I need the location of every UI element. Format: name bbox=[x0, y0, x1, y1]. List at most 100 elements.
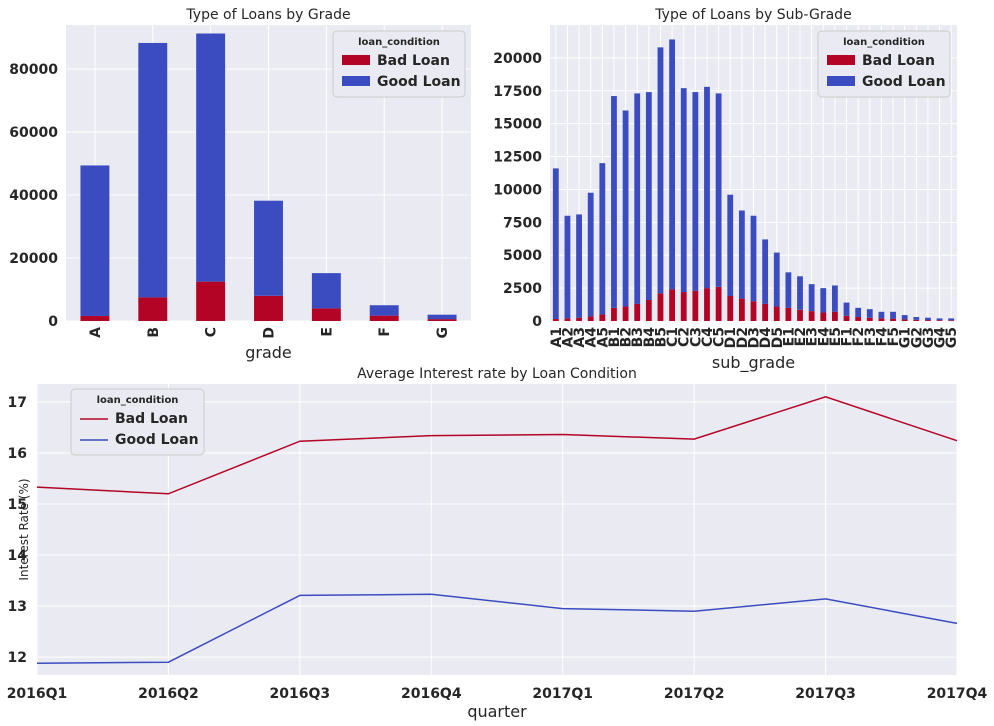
good-loan-bar-E2 bbox=[797, 276, 803, 310]
good-loan-bar-F bbox=[369, 305, 399, 316]
x-tick-label: E2 bbox=[793, 327, 809, 346]
legend-label-bad: Bad Loan bbox=[862, 53, 935, 69]
good-loan-bar-B4 bbox=[645, 92, 652, 300]
legend-title: loan_condition bbox=[97, 395, 179, 406]
bad-loan-bar-D4 bbox=[762, 303, 769, 321]
x-tick-label: 2017Q3 bbox=[795, 686, 856, 702]
x-tick-label: G1 bbox=[898, 327, 914, 348]
bad-loan-bar-B3 bbox=[634, 303, 641, 321]
good-loan-bar-E1 bbox=[785, 272, 792, 308]
x-tick-label: G3 bbox=[921, 327, 937, 348]
good-loan-bar-C5 bbox=[715, 93, 722, 287]
x-tick-label: B4 bbox=[642, 327, 658, 348]
x-axis-label: grade bbox=[245, 343, 292, 362]
x-tick-label: F2 bbox=[851, 327, 867, 346]
legend-swatch-good bbox=[342, 76, 370, 86]
good-loan-line bbox=[36, 593, 958, 665]
good-loan-bar-A2 bbox=[564, 215, 571, 319]
x-tick-label: D5 bbox=[770, 327, 786, 348]
x-tick-label: D1 bbox=[723, 327, 739, 348]
good-loan-bar-G1 bbox=[901, 315, 908, 320]
x-tick-label: C1 bbox=[665, 327, 681, 347]
good-loan-bar-E3 bbox=[808, 284, 815, 312]
bad-loan-bar-E3 bbox=[808, 311, 815, 321]
legend: loan_condition Bad Loan Good Loan bbox=[70, 388, 205, 456]
good-loan-bar-B1 bbox=[611, 96, 617, 308]
bad-loan-bar-C1 bbox=[669, 289, 676, 321]
legend-frame bbox=[70, 388, 205, 456]
bad-loan-bar-B bbox=[138, 297, 168, 321]
good-loan-bar-D3 bbox=[750, 215, 757, 302]
x-tick-label: B3 bbox=[630, 327, 646, 347]
bad-loan-bar-D3 bbox=[750, 301, 757, 321]
legend: loan_condition Bad Loan Good Loan bbox=[817, 30, 951, 98]
legend-swatch-bad bbox=[342, 55, 370, 65]
bad-loan-bar-G4 bbox=[936, 320, 943, 321]
bad-loan-bar-E2 bbox=[797, 309, 803, 321]
good-loan-bar-C3 bbox=[692, 92, 699, 291]
good-loan-bar-G4 bbox=[936, 318, 943, 321]
chart-interest-rate: 12 13 14 15 16 17 2016Q1 2016Q2 2016Q3 2016Q4 2017… bbox=[7, 366, 988, 721]
x-tick-label: C5 bbox=[712, 327, 728, 347]
good-loan-bar-A4 bbox=[587, 192, 594, 317]
bad-loan-bar-F2 bbox=[855, 317, 862, 321]
x-tick-label: A bbox=[88, 327, 104, 338]
good-loan-bar-G bbox=[427, 314, 457, 320]
bad-loan-bar-G1 bbox=[901, 319, 908, 321]
x-tick-label: D2 bbox=[735, 327, 751, 348]
x-tick-label: A2 bbox=[560, 327, 576, 348]
bad-loan-bar-G5 bbox=[948, 320, 955, 321]
bad-loan-bar-C2 bbox=[680, 292, 687, 321]
chart-sub-grade: 0 2500 5000 7500 10000 12500 15000 17500 20000 A1… bbox=[493, 7, 960, 373]
x-tick-label: 2017Q2 bbox=[664, 686, 725, 702]
y-tick-label: 12500 bbox=[493, 150, 542, 166]
bad-loan-bar-A bbox=[80, 315, 110, 321]
legend-swatch-bad bbox=[827, 55, 855, 65]
x-tick-label: F3 bbox=[863, 327, 879, 346]
good-loan-bar-D bbox=[254, 200, 283, 296]
x-tick-label: D4 bbox=[758, 327, 774, 349]
x-tick-label: 2016Q3 bbox=[270, 686, 331, 702]
y-tick-label: 20000 bbox=[493, 51, 542, 67]
good-loan-bar-B bbox=[138, 42, 168, 298]
good-loan-bar-G5 bbox=[948, 318, 955, 321]
good-loan-bar-E4 bbox=[820, 288, 827, 313]
x-tick-label: 2016Q1 bbox=[7, 686, 68, 702]
chart-title: Type of Loans by Sub-Grade bbox=[654, 7, 851, 23]
good-loan-bar-B2 bbox=[622, 110, 629, 307]
bad-loan-bar-A4 bbox=[587, 316, 594, 321]
bad-loan-bar-C5 bbox=[715, 286, 722, 321]
x-tick-label: F4 bbox=[874, 327, 890, 347]
bad-loan-bar-B4 bbox=[645, 299, 652, 321]
x-tick-label: D bbox=[262, 327, 278, 339]
x-tick-label: E3 bbox=[805, 327, 821, 346]
bad-loan-bar-F5 bbox=[890, 318, 896, 321]
good-loan-bar-B5 bbox=[657, 47, 664, 294]
x-tick-label: C bbox=[204, 327, 220, 337]
legend-title: loan_condition bbox=[358, 37, 440, 48]
bad-loan-bar-E1 bbox=[785, 307, 792, 321]
x-tick-label: 2017Q4 bbox=[927, 686, 988, 702]
good-loan-bar-D2 bbox=[738, 210, 745, 299]
bad-loan-bar-D5 bbox=[773, 306, 780, 321]
y-tick-label: 15000 bbox=[493, 117, 542, 133]
y-tick-label: 17 bbox=[8, 395, 27, 411]
y-tick-label: 17500 bbox=[493, 84, 542, 100]
y-tick-label: 12 bbox=[8, 650, 27, 666]
good-loan-bar-E5 bbox=[831, 285, 838, 312]
bad-loan-bar-E bbox=[311, 308, 341, 321]
x-tick-label: B1 bbox=[607, 327, 623, 347]
bad-loan-bar-B2 bbox=[622, 306, 629, 321]
good-loan-bar-C1 bbox=[669, 39, 676, 290]
x-tick-label: C2 bbox=[677, 327, 693, 347]
x-axis-label: quarter bbox=[467, 702, 527, 721]
x-axis-label: sub_grade bbox=[712, 353, 795, 373]
good-loan-bar-A bbox=[80, 165, 110, 316]
legend-label-bad: Bad Loan bbox=[377, 53, 450, 69]
x-tick-label: E5 bbox=[828, 327, 844, 346]
x-tick-label: 2016Q2 bbox=[138, 686, 199, 702]
good-loan-bar-F5 bbox=[890, 311, 896, 319]
bad-loan-bar-F1 bbox=[843, 315, 850, 321]
good-loan-bar-A5 bbox=[599, 163, 606, 315]
